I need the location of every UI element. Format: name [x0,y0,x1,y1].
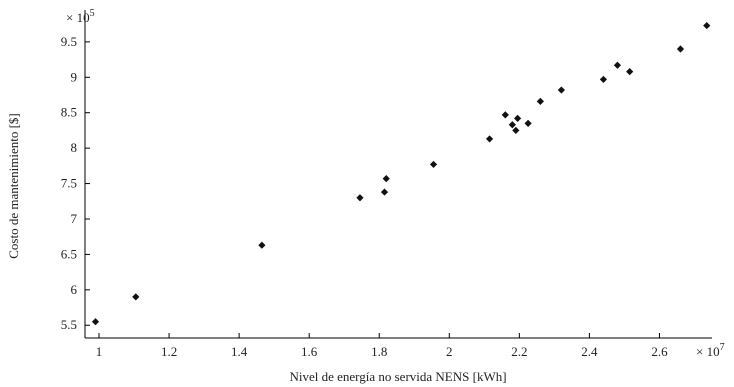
data-point [258,241,266,249]
data-point [429,160,438,169]
y-axis-label: Costo de mantenimiento [$] [6,113,21,259]
axes: 1 1.2 1.4 1.6 1.8 2 2.2 2.4 2.6 5.5 6 6.5 7 7.5 8 8.5 9 9… [61,10,712,359]
x-tick-label: 1.8 [371,344,387,359]
data-point [676,45,685,53]
data-point [613,61,622,69]
y-multiplier-label: × 105 [66,8,95,25]
y-tick-label: 5.5 [61,317,77,332]
y-tick-label: 6.5 [61,246,77,261]
x-tick-label: 2.6 [651,344,668,359]
y-tick-label: 7 [71,211,78,226]
data-point [508,121,516,129]
y-tick-label: 6 [71,282,78,297]
x-tick-label: 1.4 [231,344,248,359]
data-point [524,119,532,127]
y-tick-label: 9.5 [61,34,77,49]
x-multiplier-label: × 107 [696,342,725,359]
data-point [703,21,711,30]
data-point [626,68,634,76]
data-point [356,194,364,202]
data-point [557,86,565,94]
x-tick-label: 2.4 [581,344,598,359]
y-tick-label: 9 [71,69,78,84]
x-axis-label: Nivel de energía no servida NENS [kWh] [289,369,506,384]
data-point [382,175,390,183]
data-point [380,188,389,196]
x-tick-label: 2.2 [511,344,527,359]
data-point [512,126,520,135]
data-point [91,318,100,326]
x-tick-label: 1.2 [161,344,177,359]
data-point [599,75,608,84]
data-point [536,97,544,105]
x-tick-label: 1.6 [301,344,318,359]
x-tick-label: 1 [96,344,103,359]
y-tick-label: 8.5 [61,105,77,120]
data-point [501,111,509,119]
data-point [513,114,522,122]
data-points [91,21,711,326]
y-tick-label: 7.5 [61,176,77,191]
data-point [485,135,494,143]
x-tick-label: 2 [446,344,453,359]
data-point [132,293,140,301]
y-tick-label: 8 [71,140,78,155]
